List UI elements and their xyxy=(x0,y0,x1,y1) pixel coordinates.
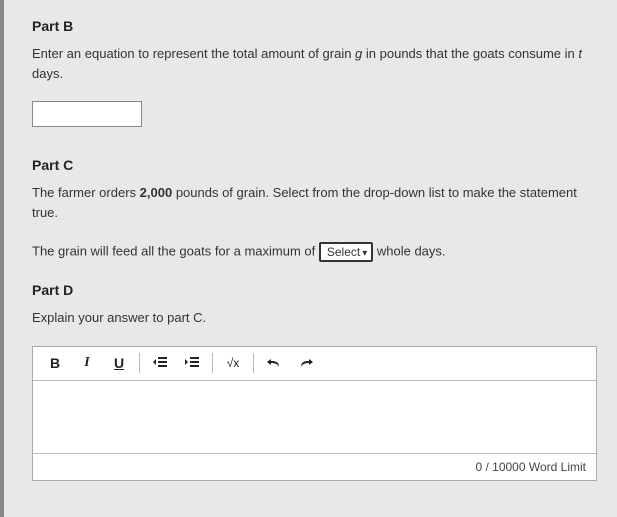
word-limit-label: Word Limit xyxy=(526,460,586,474)
indent-increase-icon xyxy=(184,355,200,371)
text: / xyxy=(482,460,492,474)
part-d-heading: Part D xyxy=(32,282,597,298)
part-b-heading: Part B xyxy=(32,18,597,34)
part-d-prompt: Explain your answer to part C. xyxy=(32,308,597,328)
toolbar-separator xyxy=(139,353,140,373)
part-b-prompt: Enter an equation to represent the total… xyxy=(32,44,597,83)
underline-button[interactable]: U xyxy=(103,349,135,377)
rich-text-editor: B I U √x xyxy=(32,346,597,481)
chevron-down-icon: ▾ xyxy=(362,248,367,259)
variable-t: t xyxy=(578,46,582,61)
text: in pounds that the goats consume in xyxy=(362,46,578,61)
text: Enter an equation to represent the total… xyxy=(32,46,355,61)
assessment-page: Part B Enter an equation to represent th… xyxy=(0,0,617,517)
editor-toolbar: B I U √x xyxy=(33,347,596,381)
grain-amount: 2,000 xyxy=(140,185,173,200)
part-c-heading: Part C xyxy=(32,157,597,173)
undo-button[interactable] xyxy=(258,349,290,377)
sqrt-icon: √x xyxy=(227,356,240,370)
text: The farmer orders xyxy=(32,185,140,200)
equation-input[interactable] xyxy=(32,101,142,127)
indent-decrease-button[interactable] xyxy=(144,349,176,377)
select-placeholder: Select xyxy=(327,245,360,259)
redo-icon xyxy=(298,355,314,371)
days-select[interactable]: Select▾ xyxy=(319,242,373,262)
math-button[interactable]: √x xyxy=(217,349,249,377)
toolbar-separator xyxy=(212,353,213,373)
editor-textarea[interactable] xyxy=(33,381,596,453)
word-limit-value: 10000 xyxy=(492,460,525,474)
text: whole days. xyxy=(377,243,446,258)
text: The grain will feed all the goats for a … xyxy=(32,243,319,258)
indent-decrease-icon xyxy=(152,355,168,371)
indent-increase-button[interactable] xyxy=(176,349,208,377)
bold-button[interactable]: B xyxy=(39,349,71,377)
redo-button[interactable] xyxy=(290,349,322,377)
part-c-prompt: The farmer orders 2,000 pounds of grain.… xyxy=(32,183,597,222)
undo-icon xyxy=(266,355,282,371)
text: days. xyxy=(32,66,63,81)
part-c-statement: The grain will feed all the goats for a … xyxy=(32,242,597,262)
toolbar-separator xyxy=(253,353,254,373)
italic-button[interactable]: I xyxy=(71,349,103,377)
word-limit-footer: 0 / 10000 Word Limit xyxy=(33,453,596,480)
